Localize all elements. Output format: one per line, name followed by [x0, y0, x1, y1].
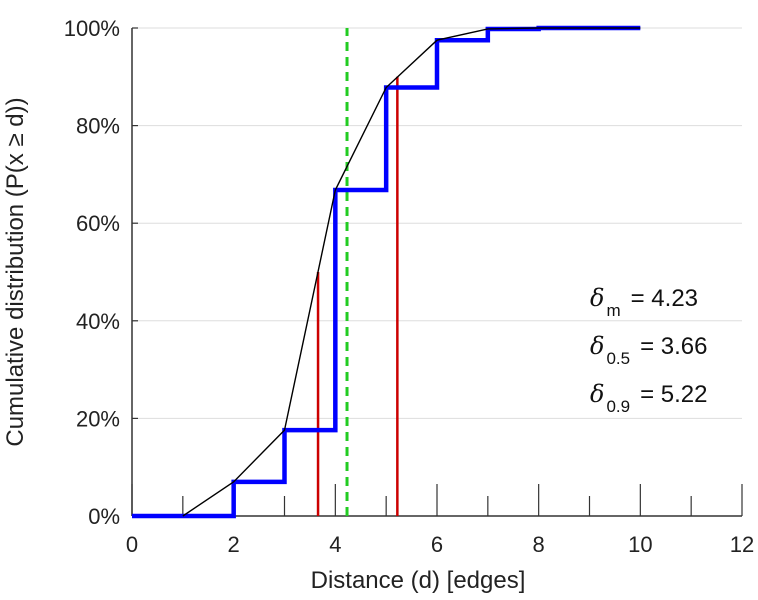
delta-annotation: δ 0.9 = 5.22	[590, 380, 708, 416]
x-tick-label: 12	[730, 532, 754, 557]
interpolated-cdf-line	[182, 27, 641, 517]
y-tick-label: 0%	[88, 504, 120, 529]
x-tick-label: 2	[228, 532, 240, 557]
gridlines	[132, 27, 742, 419]
axes	[131, 28, 742, 517]
y-tick-label: 20%	[76, 406, 120, 431]
x-axis-title: Distance (d) [edges]	[311, 567, 526, 594]
axis-ticks	[131, 27, 743, 517]
y-axis-title: Cumulative distribution (P(x ≥ d))	[2, 97, 29, 446]
tick-labels: 0 2 4 6 8 10 12 0% 20% 40% 60% 80% 100%	[64, 16, 755, 557]
y-tick-label: 40%	[76, 309, 120, 334]
reference-lines	[316, 28, 399, 516]
x-tick-label: 10	[628, 532, 652, 557]
y-tick-label: 100%	[64, 16, 120, 41]
delta-annotation: δ m = 4.23	[590, 284, 698, 320]
delta-annotations: δ m = 4.23 δ 0.5 = 3.66 δ 0.9 = 5.22	[590, 284, 708, 416]
y-tick-label: 80%	[76, 114, 120, 139]
x-tick-label: 4	[329, 532, 341, 557]
data-series	[132, 25, 641, 519]
x-tick-label: 0	[126, 532, 138, 557]
x-tick-label: 8	[533, 532, 545, 557]
y-tick-label: 60%	[76, 211, 120, 236]
step-cdf-line	[132, 25, 641, 519]
x-tick-label: 6	[431, 532, 443, 557]
delta-annotation: δ 0.5 = 3.66	[590, 332, 708, 368]
